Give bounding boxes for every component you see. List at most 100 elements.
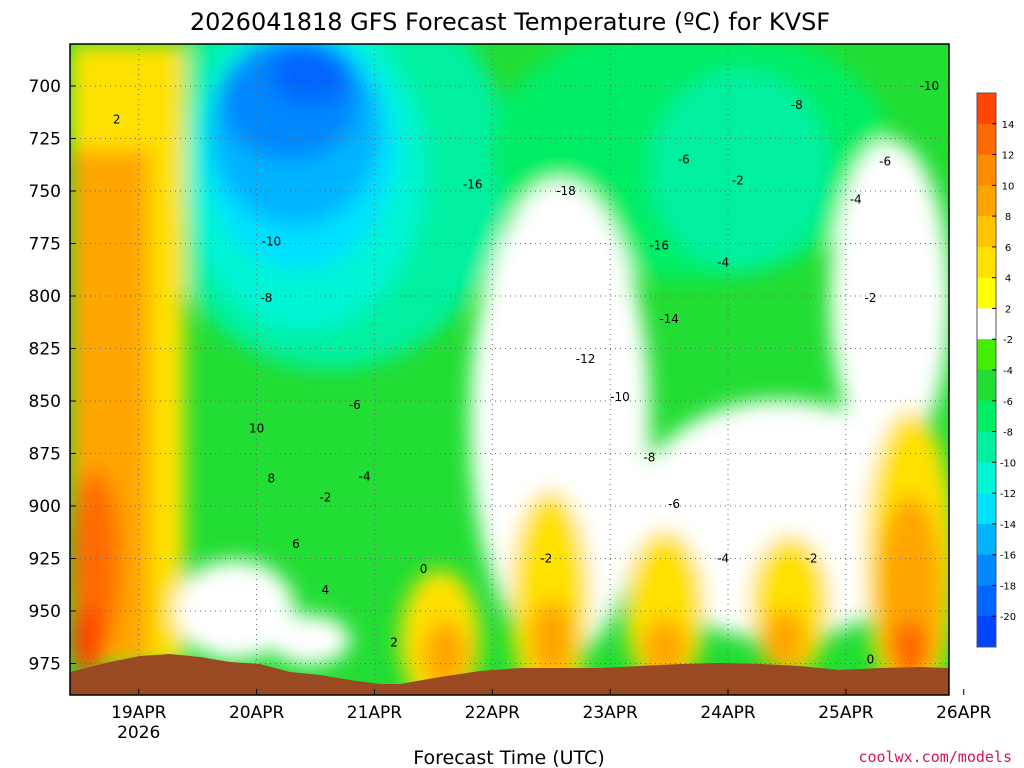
colorbar-swatch	[977, 431, 996, 463]
y-tick-label: 850	[29, 392, 61, 412]
contour-label: -4	[850, 192, 862, 206]
colorbar-swatch	[977, 216, 996, 248]
region-early-warm-14	[70, 605, 106, 675]
contour-label: 8	[268, 472, 276, 486]
colorbar-swatch	[977, 400, 996, 433]
y-tick-label: 750	[29, 182, 61, 202]
colorbar-label: -16	[1000, 551, 1016, 562]
colorbar-label: 12	[1002, 151, 1015, 162]
x-tick-label: 24APR	[700, 703, 756, 723]
contour-label: -4	[717, 552, 729, 566]
colorbar-label: -20	[1000, 612, 1016, 623]
colorbar-label: 8	[1005, 212, 1011, 223]
contour-label: -8	[791, 98, 803, 112]
x-tick-label: 20APR	[229, 703, 285, 723]
colorbar-swatch	[977, 246, 996, 279]
colorbar-swatch	[977, 370, 996, 402]
colorbar-swatch	[977, 493, 996, 525]
contour-label: 4	[322, 583, 330, 597]
y-tick-label: 700	[29, 77, 61, 97]
contour-label: -6	[879, 155, 891, 169]
plot-frame	[69, 43, 950, 696]
contour-label: -14	[659, 312, 679, 326]
contour-label: -2	[319, 491, 331, 505]
contour-label: 0	[867, 652, 875, 666]
x-tick-year: 2026	[117, 723, 160, 743]
contour-label: -6	[668, 497, 680, 511]
x-tick-label: 22APR	[465, 703, 521, 723]
y-tick-label: 950	[29, 602, 61, 622]
colorbar-label: -2	[1003, 335, 1013, 346]
colorbar-swatch	[977, 462, 996, 494]
colorbar-label: -10	[1000, 458, 1016, 469]
colorbar-label: -4	[1003, 366, 1013, 377]
region-near-zero-a	[470, 180, 650, 660]
grid-lines	[70, 44, 949, 695]
contour-label: -16	[649, 239, 669, 253]
colorbar-swatch	[977, 93, 996, 125]
colorbar-swatch	[977, 185, 996, 217]
y-tick-label: 875	[29, 445, 61, 465]
colorbar-swatch	[977, 554, 996, 586]
contour-label: -10	[610, 390, 630, 404]
region-near-zero-d	[175, 560, 295, 660]
colorbar-swatch	[977, 523, 996, 556]
colorbar-label: -12	[1000, 489, 1016, 500]
colorbar-label: 2	[1005, 304, 1011, 315]
x-axis-label: Forecast Time (UTC)	[413, 747, 604, 768]
region-near-zero-b	[630, 400, 930, 640]
colorbar-label: 4	[1005, 274, 1011, 285]
contour-label: -8	[260, 291, 272, 305]
contour-label: 2	[113, 113, 121, 127]
colorbar-swatch	[977, 154, 996, 186]
contour-label: -2	[732, 174, 744, 188]
x-tick-label: 19APR	[111, 703, 167, 723]
y-tick-label: 925	[29, 550, 61, 570]
contour-label: -2	[806, 552, 818, 566]
colorbar-label: -8	[1003, 428, 1013, 439]
contour-label: -4	[717, 255, 729, 269]
y-tick-label: 725	[29, 130, 61, 150]
colorbar-swatch	[977, 339, 996, 371]
contour-label: -2	[864, 291, 876, 305]
contour-label: -8	[643, 451, 655, 465]
colorbar-swatch	[977, 308, 996, 340]
region-near-zero-e	[270, 615, 350, 665]
contour-label: -16	[463, 178, 483, 192]
contour-label: -2	[540, 552, 552, 566]
contour-label: 2	[390, 636, 398, 650]
region-later-minus8	[650, 70, 830, 270]
contour-label: -10	[920, 79, 940, 93]
y-tick-label: 975	[29, 655, 61, 675]
contour-label: 0	[420, 562, 428, 576]
contour-label: -18	[556, 184, 576, 198]
colorbar-label: 6	[1005, 243, 1011, 254]
colorbar-swatch	[977, 585, 996, 617]
contour-label: 10	[249, 421, 264, 435]
plot-area: -8 -10 2 -6 -6 -2 -8 -10 -16 -18 -2 -4 -8 -10 -16 -4 -8 -…	[70, 44, 965, 695]
x-tick-label: 25APR	[818, 703, 874, 723]
y-axis: 700 725 750 775 800 825 850 875 900 925 950 975	[29, 77, 76, 675]
contour-labels: -8 -10 2 -6 -6 -2 -8 -10 -16 -18 -2 -4 -8 -10 -16 -4 -8 -…	[113, 79, 965, 666]
y-tick-label: 825	[29, 340, 61, 360]
temperature-field	[70, 44, 949, 695]
colorbar-swatch	[977, 277, 996, 309]
contour-label: -10	[262, 234, 282, 248]
region-near-zero-c	[830, 140, 949, 460]
x-tick-label: 26APR	[936, 703, 992, 723]
contour-label: -8	[953, 184, 965, 198]
contour-label: 6	[292, 537, 300, 551]
y-tick-label: 800	[29, 287, 61, 307]
x-tick-label: 23APR	[583, 703, 639, 723]
warm-bubble-26apr-core	[888, 620, 932, 680]
colorbar-label: -6	[1003, 397, 1013, 408]
colorbar: 14 12 10 8 6 4 2 -2 -4 -6 -8 -10 -12 -14 -16 -18 -20	[976, 92, 1016, 648]
contour-label: -6	[349, 398, 361, 412]
warm-bubble-22apr-core	[423, 620, 467, 690]
region-early-warm-12	[70, 470, 120, 650]
contour-label: -6	[678, 153, 690, 167]
credit-text[interactable]: coolwx.com/models	[858, 748, 1012, 766]
warm-bubble-25apr-core	[763, 610, 807, 670]
region-minus20	[270, 45, 350, 105]
